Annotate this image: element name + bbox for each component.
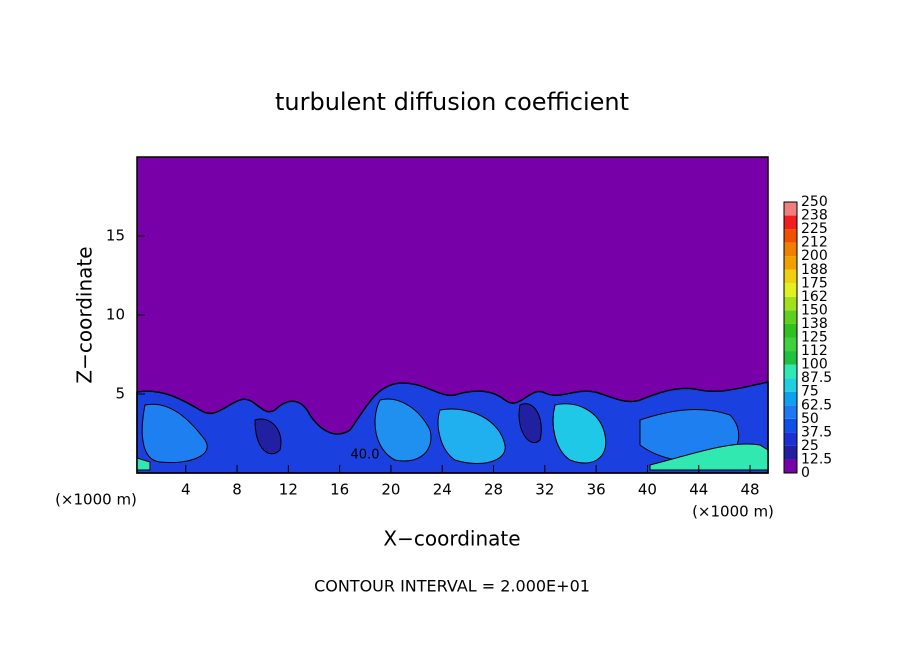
colorbar-frame — [783, 201, 798, 474]
x-unit-label: (×1000 m) — [692, 503, 774, 521]
colorbar-band — [784, 459, 797, 473]
colorbar-band — [784, 215, 797, 230]
x-tick-label: 24 — [433, 481, 452, 499]
colorbar-tick-label: 62.5 — [801, 397, 832, 413]
colorbar-tick-label: 225 — [801, 221, 828, 237]
colorbar-tick-label: 12.5 — [801, 451, 832, 467]
field-region — [518, 403, 542, 443]
colorbar-band — [784, 391, 797, 406]
colorbar-tick-label: 125 — [801, 330, 828, 346]
x-tick-label: 4 — [181, 481, 191, 499]
contour-label: 40.0 — [351, 448, 380, 463]
colorbar-tick-label: 50 — [801, 411, 819, 427]
colorbar-tick-label: 138 — [801, 316, 828, 332]
colorbar-band — [784, 378, 797, 392]
colorbar-tick-label: 212 — [801, 235, 828, 251]
x-tick-label: 44 — [689, 481, 708, 499]
annotation: CONTOUR INTERVAL = 2.000E+01 — [314, 577, 590, 596]
contour-field — [136, 157, 769, 474]
colorbar-band — [784, 323, 797, 338]
colorbar-band — [784, 310, 797, 324]
colorbar-band — [784, 364, 797, 379]
colorbar-tick-label: 100 — [801, 357, 828, 373]
y-tick-label: 5 — [115, 385, 125, 403]
colorbar-tick-label: 37.5 — [801, 424, 832, 440]
colorbar-band — [784, 445, 797, 460]
colorbar-tick-label: 112 — [801, 343, 828, 359]
field-region — [141, 403, 208, 464]
colorbar-band — [784, 351, 797, 365]
colorbar-tick-label: 87.5 — [801, 370, 832, 386]
colorbar-band — [784, 229, 797, 243]
colorbar-band — [784, 256, 797, 270]
x-tick-label: 36 — [587, 481, 606, 499]
colorbar-band — [784, 432, 797, 446]
colorbar-tick-label: 0 — [801, 465, 810, 481]
y-tick-label: 10 — [106, 306, 125, 324]
colorbar-tick-label: 200 — [801, 248, 828, 264]
colorbar-band — [784, 337, 797, 352]
colorbar-tick-label: 150 — [801, 302, 828, 318]
x-tick-label: 16 — [330, 481, 349, 499]
y-tick-label: 15 — [106, 227, 125, 245]
x-tick-label: 8 — [232, 481, 242, 499]
x-tick-label: 20 — [381, 481, 400, 499]
colorbar-tick-label: 175 — [801, 275, 828, 291]
colorbar-tick-label: 188 — [801, 262, 828, 278]
colorbar-band — [784, 269, 797, 284]
colorbar-tick-label: 75 — [801, 384, 819, 400]
field-region — [374, 398, 432, 462]
colorbar-tick-label: 162 — [801, 289, 828, 305]
x-tick-label: 12 — [279, 481, 298, 499]
colorbar-tick-label: 250 — [801, 194, 828, 210]
x-tick-label: 40 — [638, 481, 657, 499]
colorbar-band — [784, 283, 797, 297]
x-tick-label: 28 — [484, 481, 503, 499]
colorbar-band — [784, 242, 797, 257]
colorbar-band — [784, 296, 797, 311]
colorbar-band — [784, 418, 797, 433]
y-unit-label: (×1000 m) — [55, 491, 137, 509]
colorbar-band — [784, 202, 797, 216]
colorbar-tick-label: 25 — [801, 438, 819, 454]
x-tick-label: 32 — [535, 481, 554, 499]
colorbar-tick-label: 238 — [801, 208, 828, 224]
x-axis-label: X−coordinate — [383, 527, 520, 551]
x-tick-label: 48 — [740, 481, 759, 499]
field-region — [552, 403, 607, 464]
field-region — [437, 408, 506, 464]
colorbar-band — [784, 405, 797, 419]
field-region — [254, 418, 282, 455]
y-axis-label: Z−coordinate — [73, 246, 97, 383]
chart-title: turbulent diffusion coefficient — [275, 88, 629, 116]
